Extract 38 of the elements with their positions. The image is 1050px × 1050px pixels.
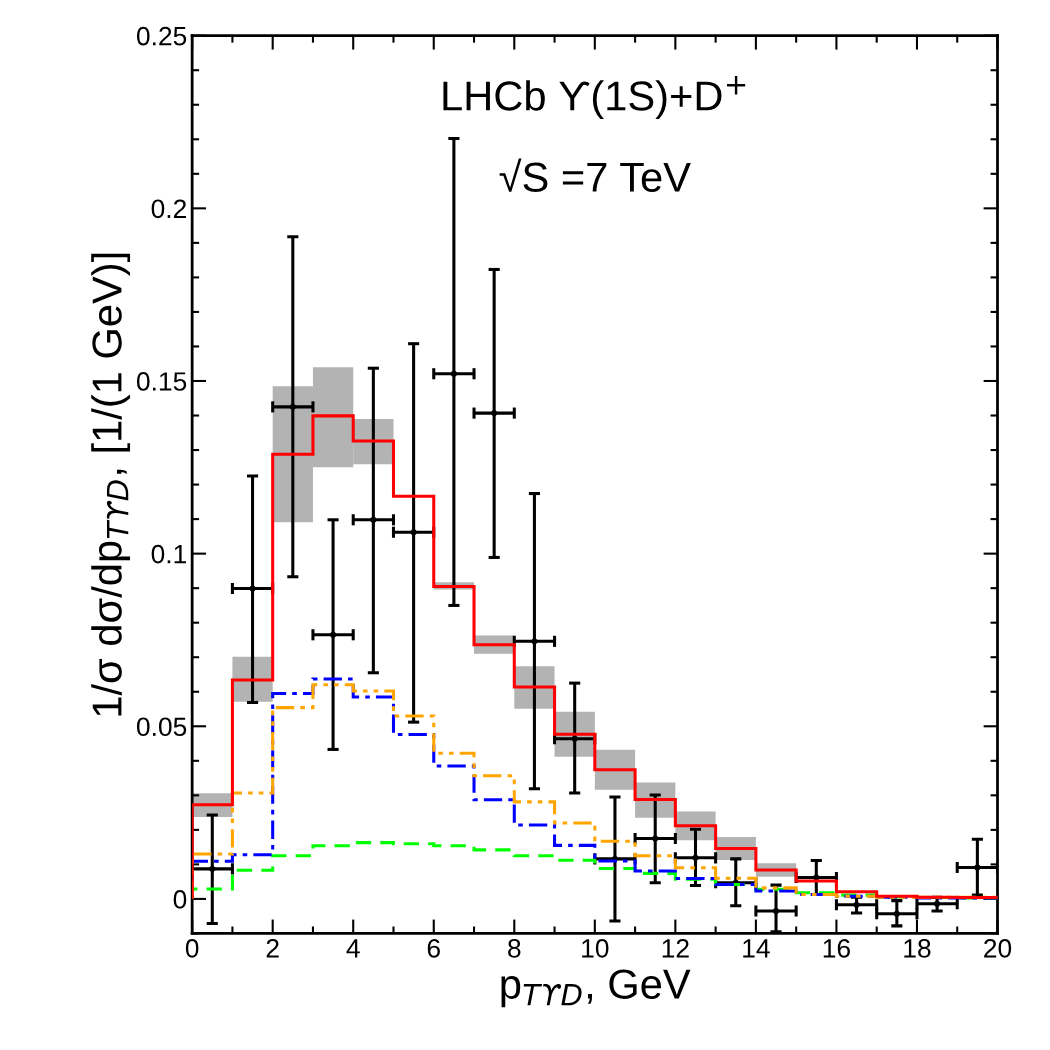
point: [692, 854, 699, 861]
point: [289, 403, 296, 411]
x-tick-label: 14: [743, 939, 770, 958]
point: [853, 901, 860, 908]
x-tick-label: 0: [185, 939, 199, 958]
y-tick-label: 0.05: [136, 717, 187, 737]
x-tick-label: 12: [662, 939, 689, 958]
y-tick-label: 0.2: [151, 199, 186, 219]
x-tick-label: 20: [984, 939, 1012, 958]
point: [933, 900, 941, 907]
x-tick-label: 18: [904, 939, 931, 958]
x-axis-title: p$_{TϒD}$, GeV: [501, 969, 691, 1008]
x-tick-label: 16: [823, 939, 850, 958]
point: [652, 835, 659, 842]
annotation: LHCb ϒ(1S)+D$^{+}$: [443, 76, 746, 119]
annotation: √S =7 TeV: [499, 158, 691, 192]
point: [531, 638, 538, 645]
x-tick-label: 8: [508, 939, 521, 958]
x-tick-label: 10: [582, 939, 609, 958]
point: [249, 585, 256, 592]
y-tick-label: 0.25: [136, 26, 187, 46]
point: [329, 631, 337, 638]
y-tick-label: 0: [173, 890, 187, 909]
x-tick-label: 6: [427, 939, 440, 958]
point: [370, 516, 377, 523]
point: [893, 910, 900, 917]
point: [410, 529, 417, 536]
y-tick-label: 0.15: [136, 372, 187, 391]
x-tick-label: 4: [346, 939, 360, 958]
point: [491, 409, 498, 417]
point: [450, 370, 458, 377]
x-tick-label: 2: [266, 939, 279, 958]
point: [772, 907, 780, 915]
y-tick-label: 0.1: [151, 544, 186, 564]
y-axis-title: 1/σ dσ/dp$_{TϒD}$, [1/(1 GeV)]: [91, 253, 131, 716]
point: [974, 864, 981, 871]
point: [209, 865, 216, 873]
point: [571, 735, 578, 742]
